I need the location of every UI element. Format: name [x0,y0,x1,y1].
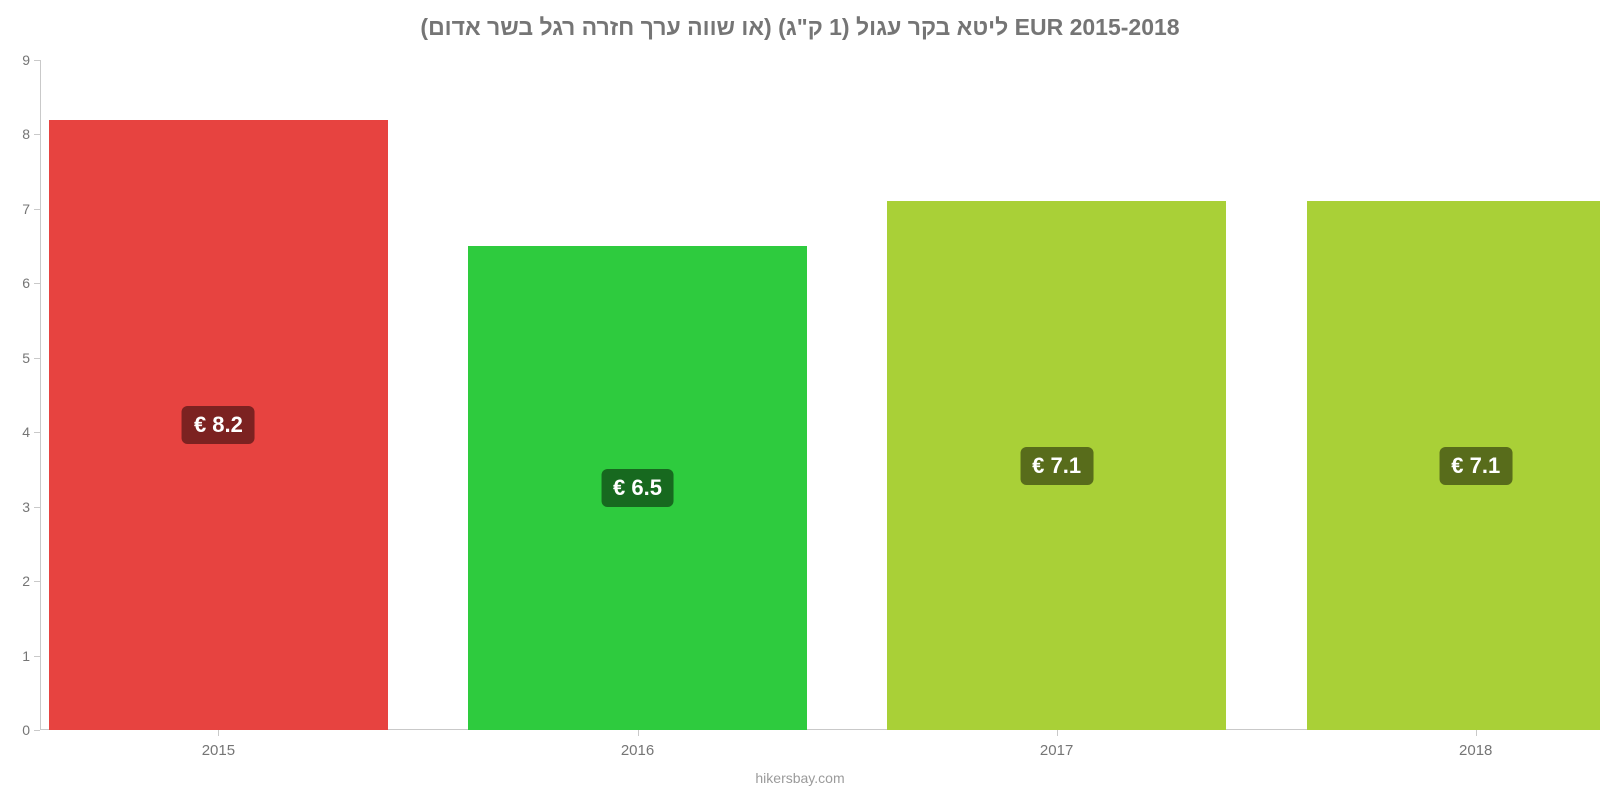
y-tick-label: 8 [22,126,40,142]
bar-value-label: € 6.5 [601,469,674,507]
bar-value-label: € 8.2 [182,406,255,444]
y-tick-label: 5 [22,350,40,366]
bar-value-label: € 7.1 [1020,447,1093,485]
bar-value-label: € 7.1 [1439,447,1512,485]
plot-area: 0123456789€ 8.22015€ 6.52016€ 7.12017€ 7… [40,60,1578,730]
y-axis-line [40,60,41,730]
x-tick-label: 2016 [621,730,654,759]
y-tick-label: 1 [22,648,40,664]
y-tick-label: 7 [22,201,40,217]
chart-title: ליטא בקר עגול (1 ק"ג) (או שווה ערך חזרה … [0,14,1600,41]
chart-container: ליטא בקר עגול (1 ק"ג) (או שווה ערך חזרה … [0,0,1600,800]
y-tick-label: 4 [22,424,40,440]
y-tick-label: 0 [22,722,40,738]
y-tick-label: 6 [22,275,40,291]
y-tick-label: 2 [22,573,40,589]
footer-attribution: hikersbay.com [0,770,1600,786]
x-tick-label: 2018 [1459,730,1492,759]
x-tick-label: 2017 [1040,730,1073,759]
y-tick-label: 3 [22,499,40,515]
x-tick-label: 2015 [202,730,235,759]
y-tick-label: 9 [22,52,40,68]
